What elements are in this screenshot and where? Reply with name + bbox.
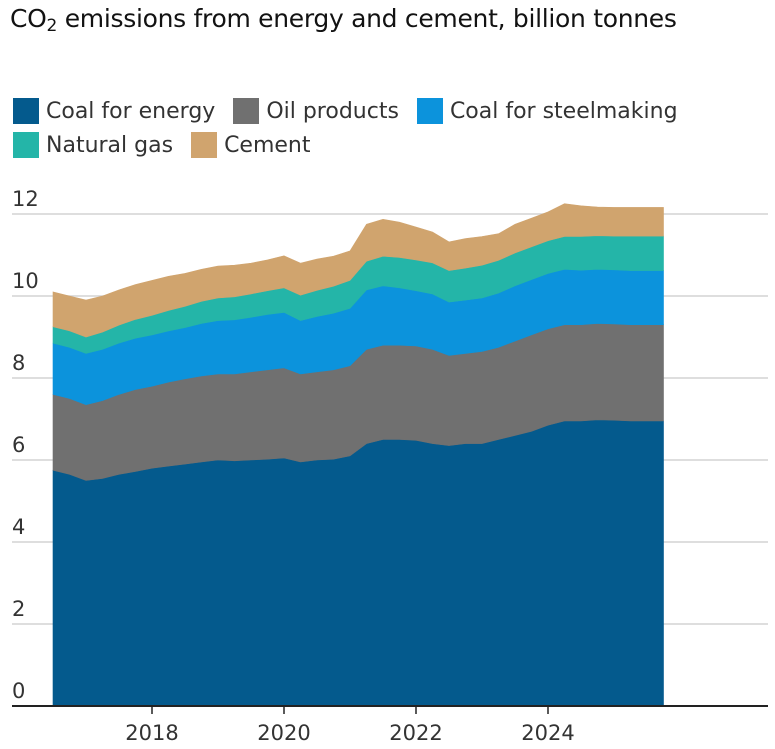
legend-item-coal-steel: Coal for steelmaking bbox=[416, 98, 678, 124]
legend-swatch-coal-steel bbox=[416, 98, 443, 124]
legend-swatch-coal-energy bbox=[13, 98, 39, 124]
legend-item-coal-energy: Coal for energy bbox=[13, 98, 215, 124]
x-tick-label: 2022 bbox=[389, 721, 442, 745]
legend-label: Coal for steelmaking bbox=[449, 98, 678, 124]
legend-label: Natural gas bbox=[46, 132, 174, 158]
legend-row-2: Natural gas Cement bbox=[13, 128, 753, 162]
legend-swatch-oil bbox=[233, 98, 260, 124]
area-series-5 bbox=[52, 203, 664, 338]
y-tick-label: 12 bbox=[12, 187, 39, 211]
y-tick-label: 0 bbox=[12, 679, 25, 703]
legend: Coal for energy Oil products Coal for st… bbox=[13, 94, 753, 162]
y-tick-label: 10 bbox=[12, 269, 39, 293]
legend-row-1: Coal for energy Oil products Coal for st… bbox=[13, 94, 753, 128]
x-tick-label: 2024 bbox=[521, 721, 574, 745]
legend-label: Coal for energy bbox=[46, 98, 216, 124]
title-main: CO bbox=[10, 4, 47, 33]
y-tick-label: 2 bbox=[12, 597, 25, 621]
legend-item-oil: Oil products bbox=[233, 98, 399, 124]
y-tick-label: 8 bbox=[12, 351, 25, 375]
y-tick-label: 6 bbox=[12, 433, 25, 457]
legend-label: Oil products bbox=[266, 98, 399, 124]
legend-swatch-cement bbox=[191, 132, 218, 158]
y-tick-label: 4 bbox=[12, 515, 25, 539]
legend-item-gas: Natural gas bbox=[13, 132, 173, 158]
x-tick-label: 2018 bbox=[125, 721, 178, 745]
legend-label: Cement bbox=[224, 132, 311, 158]
title-subscript: 2 bbox=[46, 16, 58, 36]
x-tick-label: 2020 bbox=[257, 721, 310, 745]
chart-title: CO2 emissions from energy and cement, bi… bbox=[10, 4, 677, 36]
legend-swatch-gas bbox=[13, 132, 39, 158]
legend-item-cement: Cement bbox=[191, 132, 311, 158]
title-rest: emissions from energy and cement, billio… bbox=[57, 4, 677, 33]
